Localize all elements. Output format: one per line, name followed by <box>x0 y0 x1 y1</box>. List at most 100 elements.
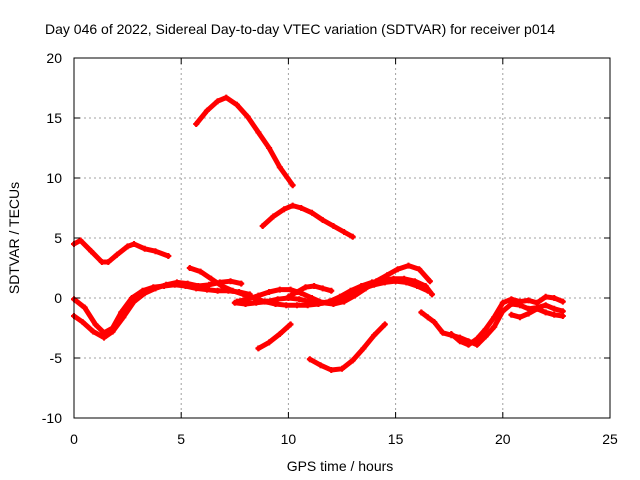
data-point <box>542 293 549 300</box>
data-point <box>448 331 455 337</box>
data-point <box>392 278 399 285</box>
data-point <box>499 308 506 315</box>
data-point <box>424 287 431 294</box>
y-tick-label: 15 <box>46 110 62 126</box>
series-arc-13 <box>448 293 566 348</box>
data-point <box>559 298 566 305</box>
x-tick-label: 25 <box>602 431 618 447</box>
data-point <box>328 367 335 373</box>
data-point <box>349 357 356 364</box>
data-point <box>274 296 281 303</box>
data-point <box>482 333 489 340</box>
data-point <box>508 296 515 303</box>
data-point <box>229 287 236 294</box>
x-axis-label: GPS time / hours <box>287 458 394 474</box>
data-point <box>491 314 498 321</box>
data-point <box>231 299 238 306</box>
series-arc-3 <box>259 202 356 240</box>
data-point <box>81 304 88 311</box>
grid <box>74 58 610 418</box>
data-point <box>405 262 412 269</box>
data-point <box>551 295 558 301</box>
series-arc-14 <box>508 305 566 321</box>
data-point <box>276 286 283 293</box>
data-point <box>534 305 541 312</box>
data-series <box>71 94 566 373</box>
data-point <box>259 223 266 229</box>
data-point <box>287 321 294 328</box>
data-point <box>141 245 148 252</box>
y-tick-label: 0 <box>54 290 62 306</box>
data-point <box>429 291 436 298</box>
data-point <box>223 94 230 101</box>
data-point <box>371 281 378 288</box>
data-point <box>281 206 288 213</box>
data-point <box>534 299 541 306</box>
data-point <box>414 283 421 289</box>
data-point <box>371 332 378 339</box>
x-tick-label: 15 <box>388 431 404 447</box>
y-tick-label: 20 <box>46 50 62 66</box>
data-point <box>287 286 294 293</box>
data-point <box>98 259 105 265</box>
data-point <box>263 298 270 305</box>
data-point <box>341 229 348 235</box>
data-point <box>208 275 215 282</box>
series-line <box>260 203 356 240</box>
data-point <box>330 223 337 229</box>
data-point <box>516 298 523 305</box>
data-point <box>418 309 425 316</box>
data-point <box>77 237 84 244</box>
data-point <box>525 310 532 317</box>
series-line <box>255 321 293 351</box>
data-point <box>456 338 463 345</box>
data-point <box>542 302 549 309</box>
data-point <box>276 331 283 337</box>
data-point <box>296 296 303 303</box>
data-point <box>308 209 315 216</box>
data-point <box>244 296 251 303</box>
data-point <box>302 284 309 291</box>
data-point <box>319 285 326 292</box>
y-axis-label: SDTVAR / TECUs <box>6 182 22 294</box>
data-point <box>474 335 481 342</box>
data-point <box>339 365 345 372</box>
data-point <box>240 291 247 298</box>
data-point <box>165 253 172 259</box>
series-arc-8 <box>231 278 431 307</box>
data-point <box>270 213 277 220</box>
data-point <box>465 341 472 348</box>
data-point <box>218 283 225 289</box>
data-point <box>255 129 262 136</box>
x-tick-label: 5 <box>177 431 185 447</box>
y-tick-label: 5 <box>54 230 62 246</box>
y-tick-label: -5 <box>50 350 63 366</box>
data-point <box>349 290 356 297</box>
series-line <box>71 282 253 336</box>
data-point <box>384 272 391 279</box>
data-point <box>101 334 108 341</box>
data-point <box>403 279 410 286</box>
data-point <box>349 233 356 240</box>
data-point <box>306 356 313 363</box>
data-point <box>285 293 292 300</box>
data-point <box>491 323 498 330</box>
data-point <box>253 299 260 306</box>
data-point <box>255 292 262 299</box>
data-point <box>203 286 210 293</box>
data-point <box>266 289 273 295</box>
data-point <box>90 328 97 335</box>
data-point <box>233 101 240 108</box>
data-point <box>242 301 249 307</box>
series-arc-5 <box>71 278 245 341</box>
data-point <box>474 341 481 348</box>
data-point <box>293 289 300 295</box>
data-point <box>508 311 515 318</box>
data-point <box>193 121 200 127</box>
data-point <box>88 248 95 255</box>
data-point <box>289 182 296 189</box>
data-point <box>266 339 273 346</box>
data-point <box>152 285 159 292</box>
data-point <box>197 268 204 275</box>
data-point <box>306 298 313 305</box>
